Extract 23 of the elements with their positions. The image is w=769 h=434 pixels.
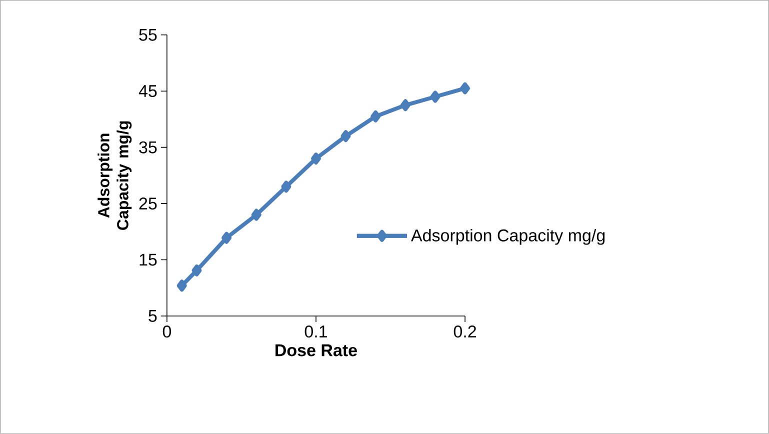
y-tick-label: 35 xyxy=(139,141,157,154)
point xyxy=(310,152,321,165)
y-tick-label: 45 xyxy=(138,85,157,98)
point xyxy=(251,208,262,221)
point xyxy=(176,280,187,292)
point xyxy=(370,110,381,122)
y-tick-label: 25 xyxy=(139,198,157,210)
y-axis-title: Adsorption Capacity mg/g xyxy=(98,121,132,230)
point xyxy=(430,90,440,103)
point xyxy=(340,130,351,142)
x-tick-label: 0.1 xyxy=(304,326,327,338)
y-tick-label: 15 xyxy=(140,254,157,266)
x-tick-label: 0.2 xyxy=(454,326,476,338)
point xyxy=(192,264,202,276)
point xyxy=(400,99,410,112)
x-tick-label: 0 xyxy=(162,326,172,338)
legend-label: Adsorption Capacity mg/g xyxy=(410,229,605,245)
point xyxy=(281,180,292,193)
y-tick-label: 5 xyxy=(148,310,157,322)
point xyxy=(460,82,470,94)
y-tick-label: 55 xyxy=(139,29,157,41)
point xyxy=(222,232,232,244)
x-axis-title: Dose Rate xyxy=(276,344,357,356)
